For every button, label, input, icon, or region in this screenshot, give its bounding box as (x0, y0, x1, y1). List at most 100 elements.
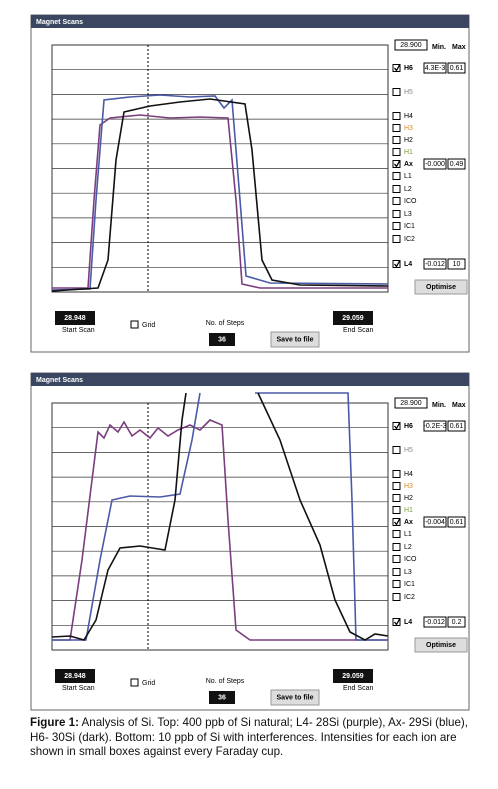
max-header: Max (452, 402, 466, 409)
detector-checkbox[interactable] (392, 172, 401, 180)
caption-text: Analysis of Si. Top: 400 ppb of Si natur… (30, 716, 469, 758)
detector-label: IC1 (404, 223, 415, 230)
detector-checkbox[interactable] (392, 136, 401, 144)
detector-checkbox[interactable] (392, 222, 401, 230)
title-bar (31, 15, 469, 28)
start-box (55, 669, 95, 683)
min-box (423, 62, 447, 74)
end-box (333, 311, 373, 325)
trace-ax (52, 392, 201, 641)
min-box (423, 420, 447, 432)
panel-title: Magnet Scans (36, 19, 83, 26)
grid-label: Grid (142, 322, 155, 329)
detector-checkbox[interactable] (392, 580, 401, 588)
detector-checkbox[interactable] (392, 482, 401, 490)
max-box (447, 258, 466, 270)
max-box (447, 616, 466, 628)
save-button[interactable] (270, 689, 320, 706)
trace-h6-end (257, 392, 389, 641)
min-box (423, 258, 447, 270)
detector-label: L2 (404, 544, 412, 551)
detector-label: H4 (404, 113, 413, 120)
title-bar (31, 373, 469, 386)
detector-checkbox[interactable] (392, 543, 401, 551)
detector-label: Ax (404, 161, 413, 168)
start-label: Start Scan (62, 685, 95, 692)
detector-label: L1 (404, 173, 412, 180)
max-header: Max (452, 44, 466, 51)
grid-checkbox[interactable] (130, 320, 139, 329)
detector-checkbox[interactable] (392, 210, 401, 218)
field-box (394, 39, 428, 51)
min-value: 4.3E-3 (425, 65, 446, 72)
detector-label: H5 (404, 89, 413, 96)
detector-label: H1 (404, 149, 413, 156)
grid-checkbox[interactable] (130, 678, 139, 687)
end-label: End Scan (343, 327, 373, 334)
detector-checkbox[interactable] (392, 494, 401, 502)
detector-checkbox[interactable] (392, 568, 401, 576)
start-value: 28.948 (64, 315, 86, 322)
optimise-label: Optimise (426, 284, 456, 291)
detector-label: H6 (404, 423, 413, 430)
detector-label: L4 (404, 619, 412, 626)
max-box (447, 516, 466, 528)
detector-label: Ax (404, 519, 413, 526)
traces (51, 94, 389, 292)
min-value: -0.012 (425, 619, 445, 626)
checkmark (393, 260, 401, 268)
min-header: Min. (432, 402, 446, 409)
save-button[interactable] (270, 331, 320, 348)
detector-label: H5 (404, 447, 413, 454)
detector-label: ICO (404, 198, 417, 205)
detector-checkbox[interactable] (392, 446, 401, 454)
detector-label: ICO (404, 556, 417, 563)
end-box (333, 669, 373, 683)
checkmark (393, 160, 401, 168)
checkmark (393, 618, 401, 626)
max-value: 0.49 (450, 161, 464, 168)
detector-checkbox[interactable] (392, 88, 401, 96)
detector-label: H4 (404, 471, 413, 478)
panel: Magnet Scans 28.900 Min. Max H6 4.3E-3 0.61 H5 H… (30, 14, 470, 353)
min-value: -0.2E-3 (424, 423, 447, 430)
detector-label: L4 (404, 261, 412, 268)
min-header: Min. (432, 44, 446, 51)
optimise-button[interactable] (414, 637, 468, 653)
min-value: -0.012 (425, 261, 445, 268)
max-value: 0.2 (452, 619, 462, 626)
detector-label: H6 (404, 65, 413, 72)
steps-value: 36 (218, 694, 226, 701)
detector-checkbox[interactable] (392, 530, 401, 538)
detector-checkbox[interactable] (392, 555, 401, 563)
checkmark (393, 64, 401, 72)
trace-l4 (52, 114, 388, 289)
caption: Figure 1: Analysis of Si. Top: 400 ppb o… (30, 716, 470, 760)
end-value: 29.059 (342, 315, 364, 322)
trace-ax (51, 94, 389, 291)
field-value: 28.900 (400, 400, 422, 407)
detector-checkbox[interactable] (392, 148, 401, 156)
detector-label: H1 (404, 507, 413, 514)
optimise-label: Optimise (426, 642, 456, 649)
detector-checkbox[interactable] (392, 124, 401, 132)
max-value: 0.61 (450, 65, 464, 72)
detector-checkbox[interactable] (392, 235, 401, 243)
optimise-button[interactable] (414, 279, 468, 295)
figure: Magnet Scans 28.900 Min. Max H6 4.3E-3 0.61 H5 H… (30, 14, 470, 711)
detector-checkbox[interactable] (392, 185, 401, 193)
steps-label: No. of Steps (206, 320, 245, 327)
detector-label: H2 (404, 495, 413, 502)
min-box (423, 616, 447, 628)
detector-label: L3 (404, 211, 412, 218)
detector-checkbox[interactable] (392, 112, 401, 120)
max-box (447, 158, 466, 170)
detector-checkbox[interactable] (392, 197, 401, 205)
detector-checkbox[interactable] (392, 506, 401, 514)
detector-checkbox[interactable] (392, 593, 401, 601)
steps-value: 36 (218, 336, 226, 343)
end-label: End Scan (343, 685, 373, 692)
detector-checkbox[interactable] (392, 470, 401, 478)
steps-box (209, 691, 235, 704)
